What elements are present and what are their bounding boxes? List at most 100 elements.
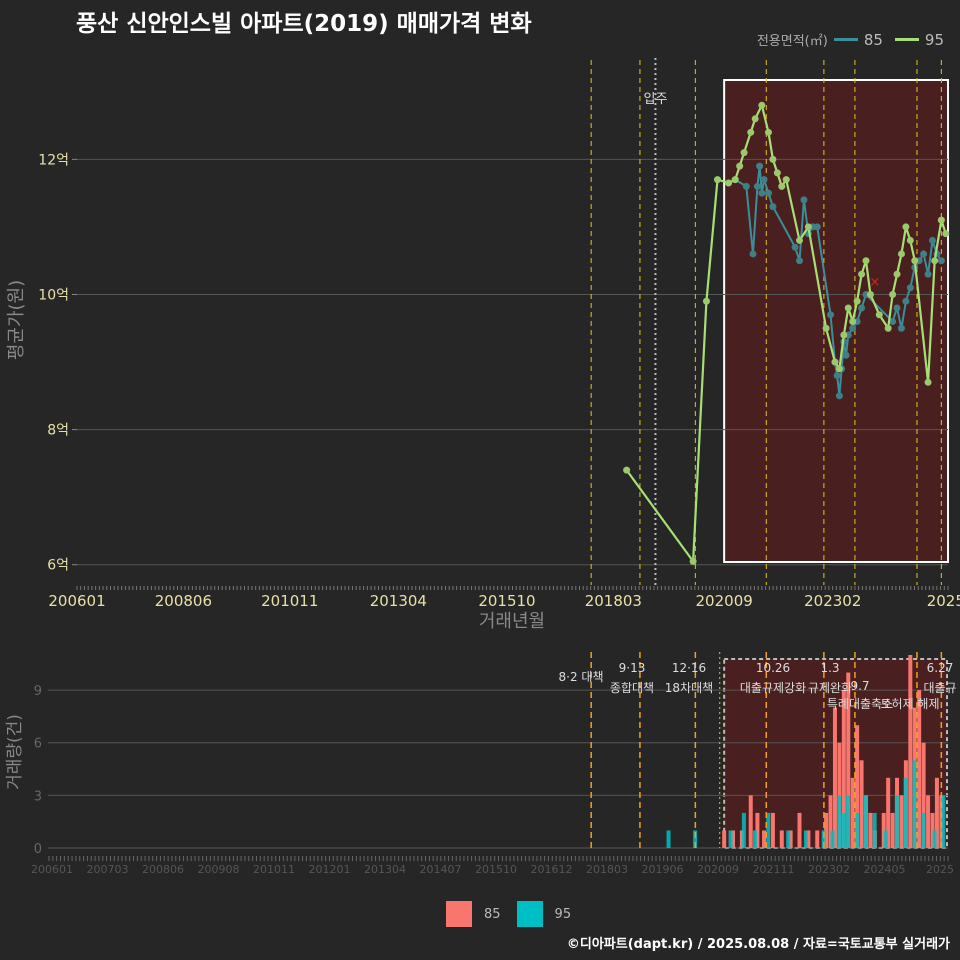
bar-x-tick-label: 2025 — [926, 863, 954, 876]
x-tick-label: 201510 — [478, 592, 535, 610]
bar-95 — [883, 830, 888, 848]
bar-x-tick-label: 202111 — [753, 863, 795, 876]
bar-95 — [846, 795, 851, 848]
bar-y-axis-label: 거래량(건) — [5, 714, 25, 790]
bar-95 — [921, 812, 926, 848]
legend-label-95: 95 — [924, 30, 944, 49]
bar-95 — [693, 830, 698, 848]
bar-95 — [741, 812, 746, 848]
bar-85 — [722, 830, 727, 848]
series-95-point — [853, 297, 861, 305]
series-95-point — [689, 557, 697, 565]
bar-95 — [903, 777, 908, 848]
series-85-point — [764, 189, 772, 197]
series-85-point — [833, 372, 841, 380]
bar-95 — [786, 830, 791, 848]
series-95-point — [714, 176, 722, 184]
highlight-region — [723, 79, 949, 563]
series-95-point — [778, 182, 786, 190]
bar-y-tick-label: 6 — [34, 737, 42, 752]
series-95-point — [764, 128, 772, 136]
top-legend: 전용면적(㎡) 85 95 — [757, 30, 950, 50]
series-85-point — [835, 392, 843, 400]
policy-date-label: 6.27 — [927, 661, 954, 675]
bar-85 — [770, 812, 775, 848]
bar-85 — [868, 812, 873, 848]
series-95-point — [902, 223, 910, 231]
series-95-point — [875, 311, 883, 319]
bar-x-tick-label: 200908 — [198, 863, 240, 876]
series-95-point — [747, 128, 755, 136]
x-tick-label: 200806 — [155, 592, 212, 610]
series-95-point — [831, 358, 839, 366]
bar-85 — [908, 655, 913, 848]
series-85-point — [893, 304, 901, 312]
bar-85 — [748, 795, 753, 848]
series-85-point — [849, 324, 857, 332]
series-95-point — [849, 318, 857, 325]
bar-x-tick-label: 200703 — [87, 863, 129, 876]
bar-y-tick-label: 9 — [34, 684, 42, 699]
series-85-point — [742, 182, 750, 190]
series-95-point — [740, 149, 748, 157]
series-95-point — [796, 236, 804, 244]
x-tick-label: 202302 — [804, 592, 861, 610]
bar-95 — [841, 812, 846, 848]
x-tick-label: 201304 — [370, 592, 427, 610]
bar-85 — [859, 760, 864, 848]
bar-85 — [806, 830, 811, 848]
series-85-point — [813, 223, 821, 231]
page-title: 풍산 신안인스빌 아파트(2019) 매매가격 변화 — [76, 11, 532, 37]
series-95-point — [736, 162, 744, 170]
series-85-point — [920, 250, 928, 258]
series-95-point — [804, 223, 812, 231]
bar-85 — [926, 795, 931, 848]
series-85-point — [758, 189, 766, 197]
series-95-point — [931, 257, 939, 265]
bar-95 — [872, 812, 877, 848]
series-85-point — [924, 270, 932, 278]
policy-title-label: 토허제 해제 — [880, 697, 939, 711]
series-85-point — [769, 203, 777, 211]
bar-95 — [894, 795, 899, 848]
bar-85 — [917, 690, 922, 848]
series-95-point — [858, 270, 866, 278]
x-tick-label: 201011 — [261, 592, 318, 610]
bar-x-tick-label: 201803 — [586, 863, 628, 876]
series-85-point — [800, 196, 808, 204]
bar-95 — [830, 830, 835, 848]
bar-x-tick-label: 201510 — [475, 863, 517, 876]
series-95-point — [702, 297, 710, 305]
series-95-point — [862, 257, 870, 265]
series-95-point — [769, 155, 777, 163]
y-tick-label: 6억 — [47, 558, 69, 574]
series-85-point — [760, 176, 768, 184]
y-axis-label: 평균가(원) — [6, 280, 27, 360]
bar-95 — [912, 760, 917, 848]
legend-swatch-95 — [894, 38, 919, 41]
series-95-point — [822, 324, 830, 332]
policy-date-label: 10.26 — [756, 661, 790, 675]
policy-title-label: 대출규제강화 — [740, 681, 806, 695]
x-axis-label: 거래년월 — [479, 611, 545, 632]
bar-x-tick-label: 202009 — [697, 863, 739, 876]
bottom-legend: 85 95 — [446, 901, 587, 927]
policy-title-label: 규제완화 — [808, 681, 852, 695]
series-95-point — [623, 466, 631, 474]
bar-85 — [824, 812, 829, 848]
bar-85 — [850, 777, 855, 848]
bar-x-tick-label: 201201 — [309, 863, 351, 876]
bar-85 — [755, 812, 760, 848]
bar-x-tick-label: 202302 — [808, 863, 850, 876]
bar-85 — [890, 812, 895, 848]
series-95-point — [751, 115, 759, 123]
x-tick-label: 2025 — [927, 592, 960, 610]
bar-85 — [855, 725, 860, 848]
policy-date-label: 9·13 — [619, 661, 646, 675]
series-95-point — [840, 331, 848, 339]
policy-title-label: 18차대책 — [665, 680, 713, 695]
bar-x-tick-label: 201906 — [642, 863, 684, 876]
series-95-point — [758, 101, 766, 109]
legend-label-85: 85 — [863, 30, 883, 49]
